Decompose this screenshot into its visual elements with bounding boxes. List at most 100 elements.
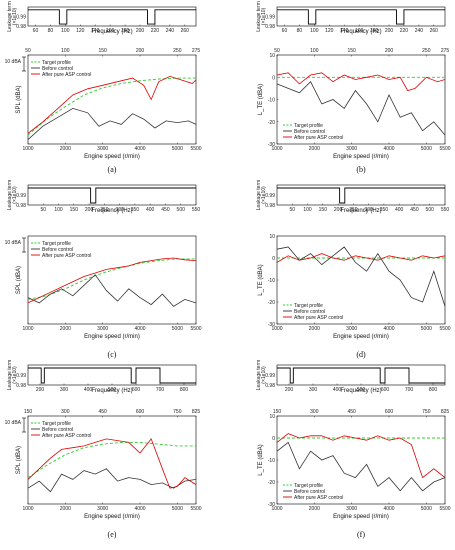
series-line-target-profile xyxy=(27,77,196,136)
series-line-after-pure-asp-control xyxy=(27,75,197,134)
engine-xtick-label: 4000 xyxy=(383,326,394,332)
ytick-label: 0 xyxy=(272,436,275,442)
series-line-before-control xyxy=(27,468,197,493)
leakage-xtick-label: 160 xyxy=(355,28,364,34)
panel-c: 50 100 150 200 250 300 350 400 450 500 550 0.98 0.99… xyxy=(5,180,202,359)
frequency-top-tick-label: 450 xyxy=(98,409,107,415)
legend-label: Before control xyxy=(294,489,325,495)
leakage-ytick-label: 0.98 xyxy=(265,383,275,389)
engine-axis-label: Engine speed (r/min) xyxy=(333,514,389,520)
panel-label: (d) xyxy=(356,350,366,359)
leakage-xtick-label: 400 xyxy=(395,207,404,213)
leakage-ytick-label: 0.98 xyxy=(265,24,275,30)
leakage-xtick-label: 450 xyxy=(410,207,419,213)
engine-xtick-label: 4000 xyxy=(383,506,394,512)
engine-axis-label: Engine speed (r/min) xyxy=(84,514,140,520)
main-frame xyxy=(27,415,197,505)
frequency-top-tick-label: 150 xyxy=(273,409,282,415)
legend-label: After pure ASP control xyxy=(294,135,343,141)
leakage-xtick-label: 250 xyxy=(349,207,358,213)
leakage-xtick-label: 200 xyxy=(334,207,343,213)
frequency-top-tick-label: 200 xyxy=(136,48,145,54)
ytick-label: -20 xyxy=(268,480,275,486)
leakage-xtick-label: 500 xyxy=(177,207,186,213)
legend-label: After pure ASP control xyxy=(294,315,343,321)
engine-xtick-label: 5500 xyxy=(190,506,201,512)
engine-xtick-label: 2000 xyxy=(309,326,320,332)
leakage-xtick-label: 800 xyxy=(429,387,438,393)
leakage-xtick-label: 500 xyxy=(108,387,117,393)
leakage-step-line xyxy=(28,187,196,204)
y-axis-label: L_TE (dBA) xyxy=(258,444,264,475)
ytick-label: 0 xyxy=(272,256,275,262)
main-frame xyxy=(27,235,197,325)
panel-label: (c) xyxy=(108,350,117,359)
y-axis-label: SPL (dBA) xyxy=(16,266,22,294)
leakage-xtick-label: 100 xyxy=(303,207,312,213)
y-axis-label: L_TE (dBA) xyxy=(258,84,264,115)
leakage-xtick-label: 180 xyxy=(370,28,379,34)
frequency-top-tick-label: 275 xyxy=(192,48,201,54)
leakage-frame xyxy=(27,184,197,206)
panel-d: 50 100 150 200 250 300 350 400 450 500 5500.980.99… xyxy=(256,180,451,359)
leakage-step-line xyxy=(28,9,196,25)
series-line-after-pure-asp-control xyxy=(276,433,446,479)
frequency-top-tick-label: 150 xyxy=(98,48,107,54)
engine-xtick-label: 3000 xyxy=(346,506,357,512)
ytick-label: 10 xyxy=(269,234,275,240)
leakage-axis-sublabel: (×1e10) xyxy=(261,366,267,384)
legend-label: After pure ASP control xyxy=(42,253,91,259)
leakage-ytick-label: 0.99 xyxy=(16,373,26,379)
engine-xtick-label: 5500 xyxy=(439,506,450,512)
leakage-xtick-label: 240 xyxy=(166,28,175,34)
leakage-xtick-label: 500 xyxy=(426,207,435,213)
engine-xtick-label: 5000 xyxy=(421,506,432,512)
frequency-top-tick-label: 600 xyxy=(136,409,145,415)
leakage-xtick-label: 300 xyxy=(60,387,69,393)
panel-label: (f) xyxy=(357,530,365,539)
leakage-xtick-label: 400 xyxy=(146,207,155,213)
legend-label: Target profile xyxy=(42,421,71,427)
frequency-top-tick-label: 300 xyxy=(310,409,319,415)
leakage-xtick-label: 600 xyxy=(381,387,390,393)
leakage-axis-label: Leakage term xyxy=(256,1,262,32)
scale-bar-label: 10 dBA xyxy=(5,420,22,426)
engine-xtick-label: 5500 xyxy=(439,326,450,332)
engine-xtick-label: 5000 xyxy=(172,146,183,152)
panel-label: (a) xyxy=(108,165,117,174)
panel-a: 60 80 100 120 140 160 180 200 220 240 260 0.98 0.99L… xyxy=(5,1,202,174)
leakage-ytick-label: 0.99 xyxy=(265,15,275,21)
leakage-xtick-label: 120 xyxy=(325,28,334,34)
leakage-xtick-label: 220 xyxy=(151,28,160,34)
leakage-axis-sublabel: (×1e10) xyxy=(261,186,267,204)
leakage-xtick-label: 240 xyxy=(415,28,424,34)
frequency-axis-label: Frequency (Hz) xyxy=(340,388,381,394)
frequency-top-tick-label: 750 xyxy=(422,409,431,415)
engine-xtick-label: 1000 xyxy=(22,506,33,512)
leakage-frame xyxy=(276,184,446,206)
frequency-axis-label: Frequency (Hz) xyxy=(91,29,132,35)
legend-label: After pure ASP control xyxy=(42,72,91,78)
leakage-step-line xyxy=(28,367,196,384)
legend-label: Before control xyxy=(42,66,73,72)
leakage-xtick-label: 100 xyxy=(54,207,63,213)
y-axis-label: SPL (dBA) xyxy=(16,85,22,113)
leakage-xtick-label: 120 xyxy=(76,28,85,34)
engine-xtick-label: 2000 xyxy=(309,146,320,152)
leakage-xtick-label: 50 xyxy=(289,207,295,213)
leakage-xtick-label: 400 xyxy=(84,387,93,393)
leakage-xtick-label: 150 xyxy=(70,207,79,213)
ytick-label: -30 xyxy=(268,322,275,328)
leakage-xtick-label: 700 xyxy=(156,387,165,393)
leakage-axis-label: Leakage term xyxy=(256,180,262,211)
leakage-step-line xyxy=(277,187,445,204)
leakage-xtick-label: 400 xyxy=(333,387,342,393)
engine-xtick-label: 3000 xyxy=(346,146,357,152)
leakage-xtick-label: 300 xyxy=(115,207,124,213)
frequency-top-tick-label: 250 xyxy=(422,48,431,54)
leakage-axis-label: Leakage term xyxy=(7,1,13,32)
